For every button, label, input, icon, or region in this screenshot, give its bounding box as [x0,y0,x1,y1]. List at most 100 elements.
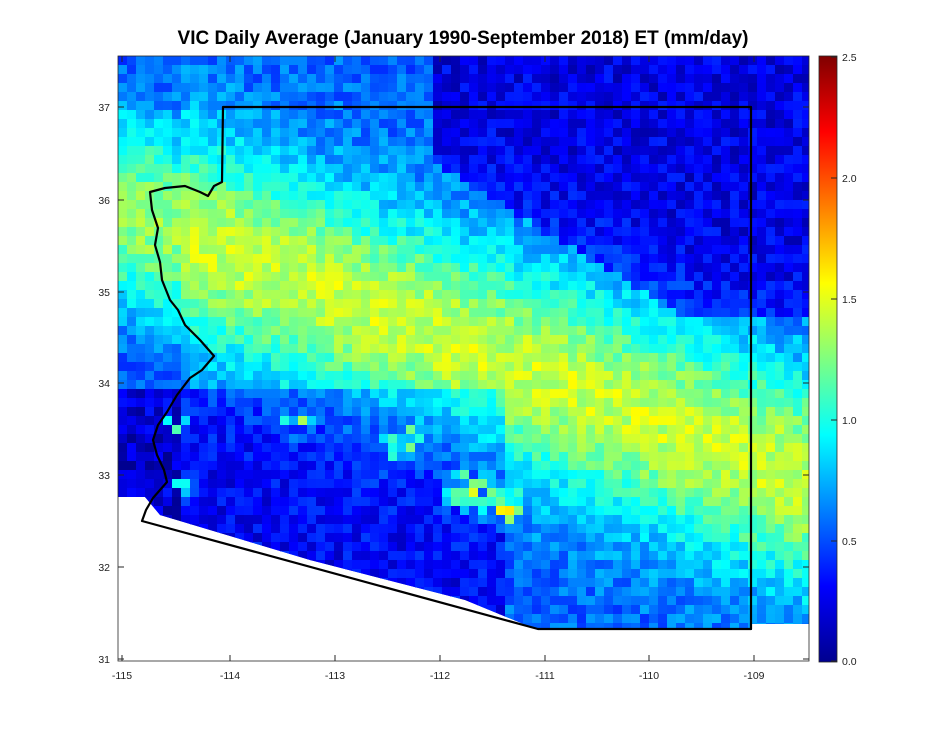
field-cell [694,227,704,237]
field-cell [775,425,785,435]
field-cell [199,65,209,75]
field-cell [685,452,695,462]
field-cell [568,119,578,129]
field-cell [658,497,668,507]
field-cell [784,137,794,147]
field-cell [631,245,641,255]
field-cell [559,470,569,480]
field-cell [784,317,794,327]
field-cell [577,542,587,552]
field-cell [694,128,704,138]
field-cell [640,470,650,480]
field-cell [235,479,245,489]
field-cell [271,290,281,300]
field-cell [307,506,317,516]
field-cell [604,254,614,264]
field-cell [361,398,371,408]
field-cell [730,353,740,363]
field-cell [244,389,254,399]
field-cell [604,425,614,435]
field-cell [226,56,236,66]
field-cell [118,263,128,273]
field-cell [424,281,434,291]
field-cell [694,353,704,363]
field-cell [388,416,398,426]
field-cell [433,245,443,255]
field-cell [658,578,668,588]
field-cell [271,128,281,138]
field-cell [496,245,506,255]
field-cell [784,245,794,255]
field-cell [748,515,758,525]
field-cell [649,191,659,201]
field-cell [667,263,677,273]
field-cell [505,263,515,273]
field-cell [469,236,479,246]
field-cell [622,146,632,156]
field-cell [406,380,416,390]
field-cell [307,254,317,264]
field-cell [739,479,749,489]
field-cell [235,533,245,543]
field-cell [217,488,227,498]
field-cell [658,506,668,516]
field-cell [748,380,758,390]
field-cell [730,155,740,165]
field-cell [775,614,785,624]
field-cell [505,542,515,552]
field-cell [352,227,362,237]
field-cell [577,191,587,201]
field-cell [667,380,677,390]
field-cell [550,137,560,147]
field-cell [784,470,794,480]
field-cell [658,371,668,381]
field-cell [316,515,326,525]
field-cell [361,218,371,228]
field-cell [532,407,542,417]
field-cell [667,497,677,507]
field-cell [802,587,809,597]
field-cell [136,425,146,435]
field-cell [649,443,659,453]
field-cell [640,569,650,579]
field-cell [559,182,569,192]
field-cell [613,236,623,246]
field-cell [343,218,353,228]
field-cell [730,200,740,210]
field-cell [541,587,551,597]
field-cell [352,263,362,273]
field-cell [352,416,362,426]
field-cell [415,83,425,93]
field-cell [361,83,371,93]
field-cell [325,92,335,102]
field-cell [199,128,209,138]
field-cell [460,542,470,552]
field-cell [478,470,488,480]
field-cell [649,578,659,588]
field-cell [667,623,677,630]
field-cell [451,92,461,102]
field-cell [298,155,308,165]
field-cell [199,371,209,381]
field-cell [397,56,407,66]
field-cell [406,128,416,138]
field-cell [622,434,632,444]
field-cell [595,434,605,444]
field-cell [514,452,524,462]
field-cell [208,254,218,264]
field-cell [469,317,479,327]
field-cell [235,281,245,291]
field-cell [145,317,155,327]
field-cell [253,245,263,255]
field-cell [352,146,362,156]
field-cell [289,101,299,111]
field-cell [190,425,200,435]
field-cell [559,389,569,399]
field-cell [694,587,704,597]
field-cell [775,173,785,183]
field-cell [460,101,470,111]
field-cell [181,92,191,102]
field-cell [496,227,506,237]
field-cell [343,416,353,426]
field-cell [406,569,416,579]
